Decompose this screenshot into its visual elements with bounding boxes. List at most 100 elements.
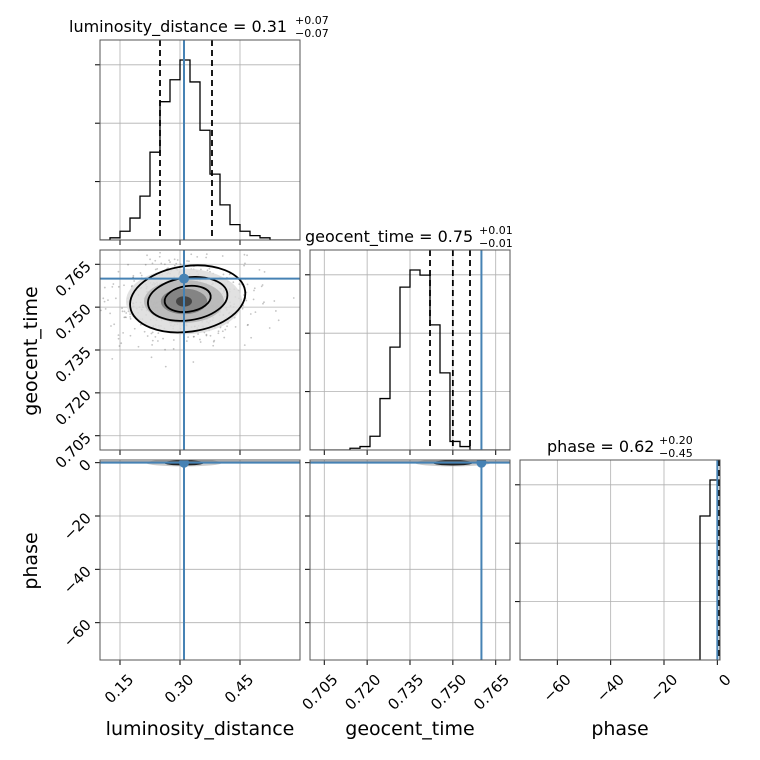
sample-point [199,338,201,341]
sample-point [197,333,199,335]
panel-geocent_time-geocent_time [305,249,511,455]
sample-point [117,337,120,340]
sample-point [243,344,246,347]
sample-point [217,332,220,335]
sample-point [168,259,170,262]
tick-label-x: 0.15 [101,671,137,707]
sample-point [139,272,142,274]
sample-point [209,334,212,337]
sample-point [139,323,142,326]
tick-label-y: 0.720 [52,386,95,429]
sample-point [193,335,195,338]
panel-content [100,40,300,240]
sample-point [109,312,112,315]
sample-point [217,330,220,333]
sample-point [131,284,133,287]
sample-point [158,255,161,258]
tick-label-y: −20 [60,509,95,544]
sample-point [172,347,175,350]
tick-label-x: 0.30 [161,671,197,707]
sample-point [262,302,264,305]
sample-point [212,340,215,343]
sample-point [97,295,99,297]
sample-point [121,307,123,310]
sample-point [205,333,208,336]
sample-point [113,323,116,326]
xlabel-geocent-time: geocent_time [345,718,474,740]
sample-point [175,262,178,265]
sample-point [122,331,125,334]
sample-point [151,331,154,334]
sample-point [129,317,132,320]
sample-point [163,263,166,266]
sample-point [179,263,182,266]
sample-point [212,344,215,347]
sample-point [205,334,208,337]
sample-point [111,285,114,288]
sample-point [137,345,140,348]
sample-point [151,262,154,265]
panel-content [89,232,300,450]
sample-point [263,271,266,273]
sample-point [228,273,231,276]
panel-content [310,460,510,660]
sample-point [185,340,188,342]
sample-point [117,285,120,288]
sample-point [140,274,143,277]
panel-frame [99,249,301,451]
tick-label-y: 0.735 [52,343,95,386]
tick-label-x: 0.45 [221,671,257,707]
histogram-geocent_time [310,269,510,450]
sample-point [151,344,154,346]
tick-label-y: 0.765 [52,257,95,300]
panel-content [100,460,300,660]
sample-point [292,297,295,299]
sample-point [125,312,128,314]
sample-point [245,299,248,302]
title-luminosity-distance-upper: +0.07 [295,14,329,27]
sample-point [192,335,195,338]
truth-marker [179,273,189,284]
sample-point [247,323,249,326]
sample-point [206,269,209,272]
panel-luminosity_distance-phase: 0.15 0.30 0.45 −60 −40 −20 0 [60,456,301,707]
sample-point [253,289,255,292]
sample-point [199,341,202,343]
sample-point [221,330,224,333]
tick-label-y: 0 [75,456,94,475]
sample-point [110,325,112,327]
sample-point [150,356,153,359]
tick-label-y: −60 [60,616,95,651]
panel-frame [309,249,511,451]
sample-point [250,336,253,339]
sample-point [157,340,159,342]
sample-point [222,273,225,276]
sample-point [133,327,136,330]
sample-point [176,259,179,261]
title-geocent-time-lower: −0.01 [479,237,513,250]
tick-label-x: 0.750 [427,671,470,714]
tick-label-x: 0.765 [470,671,513,714]
sample-point [154,268,157,271]
tick-label-x: −60 [540,671,575,706]
tick-label-x: 0.735 [384,671,427,714]
sample-point [160,262,163,265]
title-phase: phase = 0.62 [547,437,654,456]
sample-point [238,283,241,286]
sample-point [89,232,91,234]
sample-point [117,334,120,337]
sample-point [192,361,195,363]
sample-point [169,261,171,263]
panel-phase-phase: −60 −40 −20 0 [515,459,735,706]
sample-point [200,268,202,271]
sample-point [261,284,264,286]
tick-label-y: 0.750 [52,300,95,343]
sample-point [150,332,153,335]
sample-point [156,267,159,270]
xlabel-luminosity-distance: luminosity_distance [106,718,295,740]
title-luminosity-distance-lower: −0.07 [295,27,329,40]
sample-point [244,262,246,265]
sample-point [146,335,149,337]
